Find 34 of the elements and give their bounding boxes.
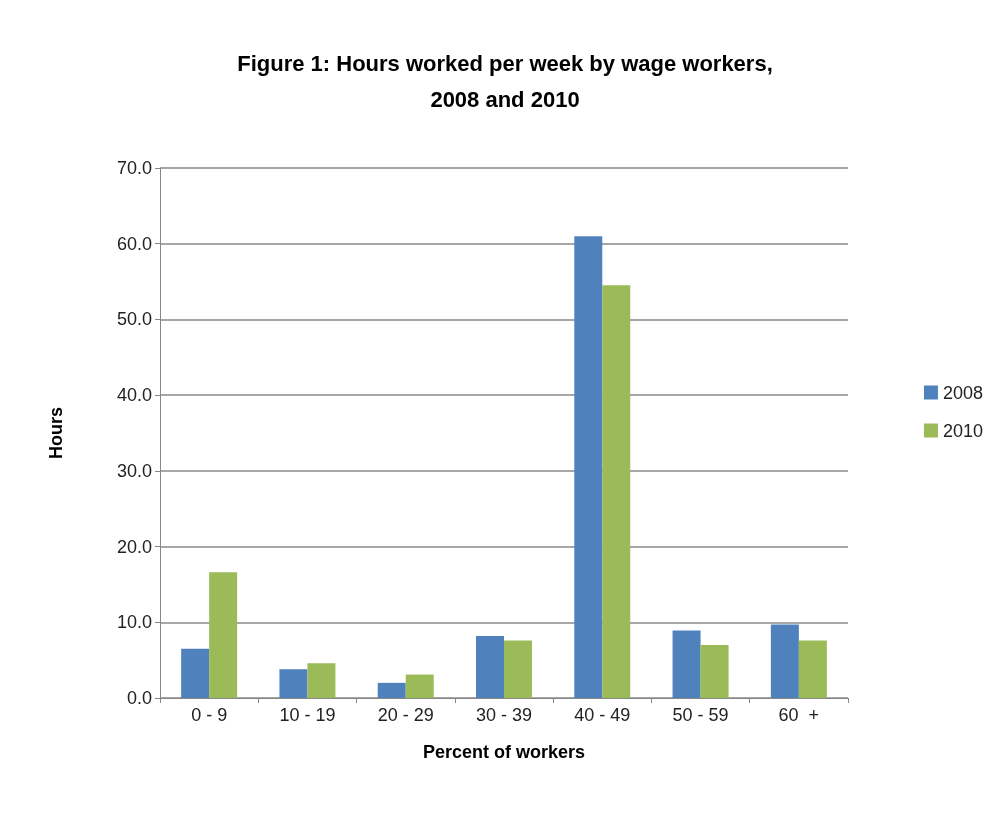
chart-title: Figure 1: Hours worked per week by wage workers, 2008 and 2010 [237,50,773,112]
bar [700,645,729,698]
y-tick-label: 10.0 [116,612,152,633]
y-tick-label: 40.0 [116,385,152,406]
y-tick-label: 60.0 [116,233,152,254]
bar [602,285,631,698]
y-tick-label: 50.0 [116,309,152,330]
legend-label: 2008 [942,382,983,403]
x-tick-label: 50 - 59 [672,705,729,725]
x-tick-label: 40 - 49 [574,705,631,725]
bar [770,624,799,698]
y-tick-label: 0.0 [126,688,152,708]
bar [209,572,238,698]
bar [405,674,434,698]
x-tick-label: 10 - 19 [279,705,336,725]
x-tick-label: 60 + [778,705,820,725]
y-tick-label: 70.0 [116,158,152,178]
bar [798,640,827,698]
x-axis-title: Percent of workers [422,742,586,762]
bar [377,682,406,698]
bar [672,630,701,698]
bar [504,640,532,698]
bar [307,663,336,698]
y-axis-title: Hours [46,406,66,460]
legend-label: 2010 [942,420,983,441]
bar [181,648,210,698]
x-tick-label: 30 - 39 [475,705,533,725]
x-tick-label: 0 - 9 [191,705,228,725]
bar [574,236,603,698]
bar [279,669,308,698]
bar [476,635,504,698]
x-tick-label: 20 - 29 [377,705,434,725]
y-tick-label: 30.0 [116,460,152,481]
y-tick-label: 20.0 [116,536,152,557]
